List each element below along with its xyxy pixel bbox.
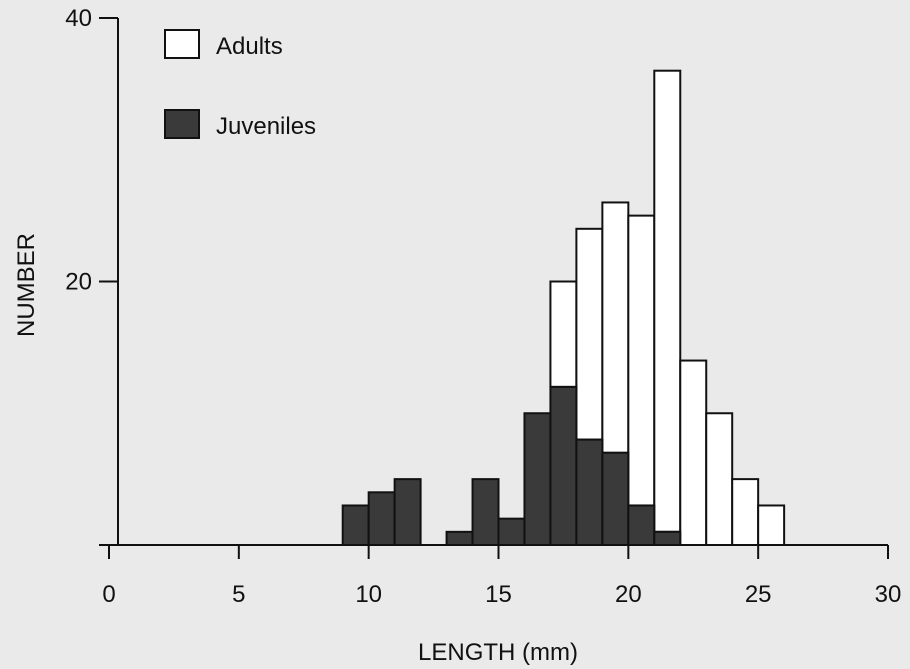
bar-adults-17: [549, 280, 578, 388]
bar-adults-22: [679, 359, 708, 546]
x-tick-label-25: 25: [745, 581, 772, 608]
x-tick-label-20: 20: [615, 581, 642, 608]
legend-label-adults: Adults: [216, 33, 283, 60]
axes: [99, 17, 889, 559]
bar-juveniles-10: [367, 491, 396, 546]
legend-swatch-adults: [164, 29, 200, 59]
bar-juveniles-18: [575, 438, 604, 547]
y-axis-label: NUMBER: [13, 233, 40, 337]
bar-juveniles-20: [627, 504, 656, 547]
bar-juveniles-11: [393, 478, 422, 546]
legend-label-juveniles: Juveniles: [216, 113, 316, 140]
bar-juveniles-17: [549, 385, 578, 546]
legend: Adults Juveniles: [164, 29, 316, 140]
bar-juveniles-13: [445, 530, 474, 547]
bar-adults-25: [757, 504, 786, 547]
tick-labels: 0 5 10 15 20 25 30 20 40: [65, 5, 901, 608]
bar-adults-18: [575, 227, 604, 441]
y-tick-label-20: 20: [65, 269, 92, 296]
bar-juveniles-9: [341, 504, 370, 547]
bar-juveniles-15: [497, 517, 526, 547]
bar-adults-20: [627, 214, 656, 507]
x-axis-label: LENGTH (mm): [418, 639, 578, 666]
bar-juveniles-21: [653, 530, 682, 547]
bar-adults-21: [653, 69, 682, 533]
x-tick-label-5: 5: [232, 581, 245, 608]
legend-swatch-juveniles: [164, 109, 200, 139]
adult-bars: [549, 69, 786, 547]
x-tick-label-0: 0: [102, 581, 115, 608]
bar-juveniles-14: [471, 478, 500, 546]
y-tick-label-40: 40: [65, 5, 92, 32]
bar-adults-19: [601, 201, 630, 454]
juvenile-bars: [341, 385, 682, 547]
x-tick-label-30: 30: [875, 581, 902, 608]
bar-adults-24: [731, 478, 760, 546]
bar-adults-23: [705, 412, 734, 546]
bar-juveniles-16: [523, 412, 552, 546]
bar-juveniles-19: [601, 451, 630, 546]
x-tick-label-10: 10: [355, 581, 382, 608]
x-tick-label-15: 15: [485, 581, 512, 608]
